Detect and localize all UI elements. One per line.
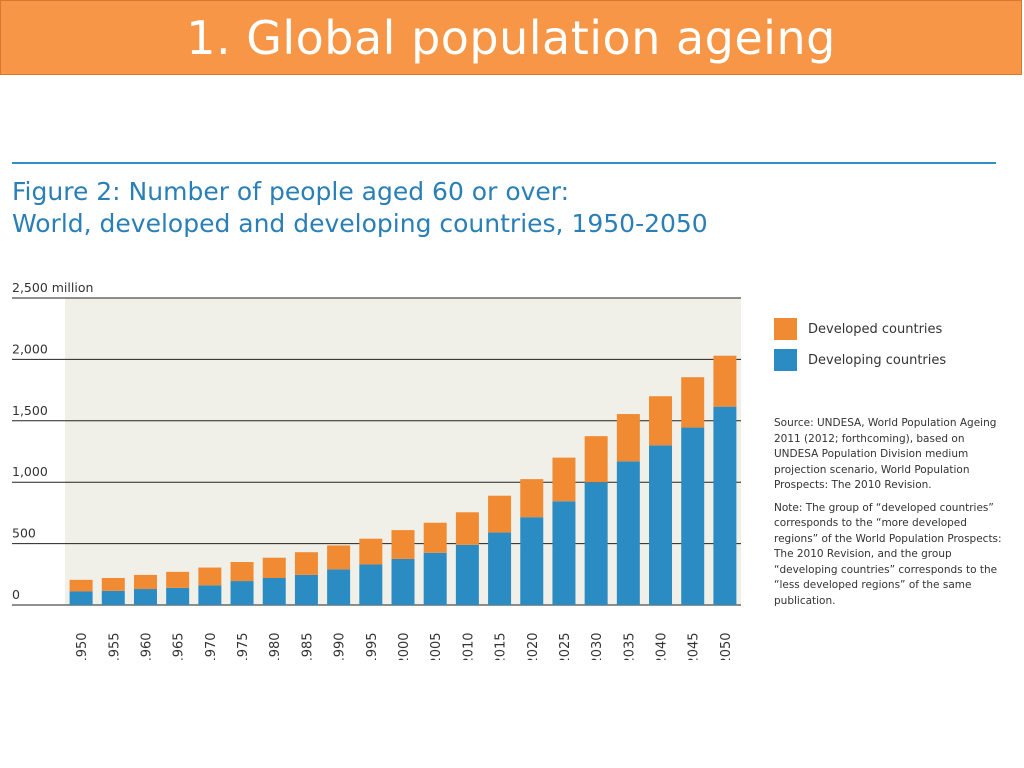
- bar-developing: [391, 558, 415, 605]
- x-tick-label: 2035: [622, 632, 637, 660]
- chart-legend: Developed countries Developing countries: [774, 317, 946, 379]
- bar-developed: [616, 414, 640, 462]
- bar-developed: [455, 512, 479, 545]
- x-tick-label: 2045: [687, 632, 702, 660]
- bar-developed: [327, 545, 351, 570]
- bar-developing: [552, 501, 576, 605]
- bar-developing: [713, 406, 737, 605]
- bar-developing: [327, 569, 351, 605]
- bar-developing: [262, 577, 286, 605]
- definition-note: Note: The group of “developed countries”…: [774, 501, 1002, 607]
- bar-developed: [294, 552, 318, 575]
- y-tick-label: 1,000: [12, 464, 48, 479]
- bar-developing: [101, 590, 125, 605]
- bar-developing: [649, 445, 673, 605]
- y-tick-label: 2,000: [12, 341, 48, 356]
- bar-developed: [166, 571, 190, 588]
- legend-item: Developed countries: [774, 317, 946, 341]
- x-tick-label: 2050: [719, 632, 734, 660]
- bar-developed: [649, 396, 673, 446]
- x-tick-label: 1985: [300, 632, 315, 660]
- legend-swatch: [774, 318, 797, 340]
- x-tick-label: 1950: [75, 632, 90, 660]
- x-tick-label: 2005: [429, 632, 444, 660]
- legend-label: Developed countries: [808, 321, 943, 337]
- bar-developing: [584, 482, 608, 605]
- bar-developing: [230, 581, 254, 605]
- bar-developing: [423, 552, 447, 605]
- legend-item: Developing countries: [774, 348, 946, 372]
- x-tick-label: 1960: [139, 632, 154, 660]
- stacked-bar-chart: 0 500 1,000 1,500 2,000 2,500 million 1950 1955…: [12, 280, 741, 660]
- x-tick-label: 1970: [204, 632, 219, 660]
- bar-developed: [423, 522, 447, 553]
- bar-developed: [552, 457, 576, 502]
- bar-developing: [69, 591, 93, 605]
- y-tick-label: 1,500: [12, 403, 48, 418]
- figure-notes: Source: UNDESA, World Population Ageing …: [774, 416, 1002, 616]
- legend-swatch: [774, 349, 797, 371]
- x-tick-label: 1990: [333, 632, 348, 660]
- bar-developing: [455, 544, 479, 605]
- x-tick-label: 1995: [365, 632, 380, 660]
- y-tick-label: 2,500 million: [12, 280, 93, 295]
- bar-developed: [713, 355, 737, 407]
- x-tick-label: 2030: [590, 632, 605, 660]
- figure-title-line2: World, developed and developing countrie…: [12, 209, 708, 238]
- x-tick-label: 2015: [494, 632, 509, 660]
- bar-developing: [488, 532, 512, 605]
- bar-developed: [262, 557, 286, 578]
- bar-developed: [133, 574, 157, 590]
- bar-developed: [101, 577, 125, 591]
- x-tick-label: 2040: [655, 632, 670, 660]
- bar-developing: [294, 574, 318, 605]
- bar-developed: [69, 579, 93, 592]
- bar-developing: [198, 585, 222, 605]
- bar-developed: [391, 530, 415, 559]
- y-tick-label: 500: [12, 526, 36, 541]
- figure-title: Figure 2: Number of people aged 60 or ov…: [12, 176, 772, 240]
- source-note: Source: UNDESA, World Population Ageing …: [774, 417, 997, 491]
- x-tick-label: 1955: [107, 632, 122, 660]
- legend-label: Developing countries: [808, 352, 947, 368]
- figure-title-line1: Figure 2: Number of people aged 60 or ov…: [12, 177, 570, 206]
- bar-developing: [359, 564, 383, 605]
- bar-developed: [520, 479, 544, 518]
- x-tick-label: 1975: [236, 632, 251, 660]
- bar-developing: [166, 587, 190, 605]
- y-tick-label: 0: [12, 587, 20, 602]
- x-tick-label: 2020: [526, 632, 541, 660]
- x-tick-label: 2025: [558, 632, 573, 660]
- bar-developed: [230, 562, 254, 582]
- bar-developing: [520, 517, 544, 605]
- bar-developed: [681, 377, 705, 428]
- x-tick-label: 1980: [268, 632, 283, 660]
- bar-developing: [133, 589, 157, 605]
- bar-developed: [488, 495, 512, 533]
- x-tick-label: 2010: [461, 632, 476, 660]
- bar-developed: [584, 436, 608, 483]
- bar-developed: [359, 538, 383, 565]
- figure-divider: [12, 162, 996, 164]
- bar-developing: [616, 461, 640, 605]
- bar-developed: [198, 567, 222, 586]
- x-tick-label: 1965: [172, 632, 187, 660]
- slide-title-bar: 1. Global population ageing: [0, 0, 1022, 75]
- slide-title: 1. Global population ageing: [186, 10, 836, 65]
- bar-developing: [681, 427, 705, 605]
- x-tick-label: 2000: [397, 632, 412, 660]
